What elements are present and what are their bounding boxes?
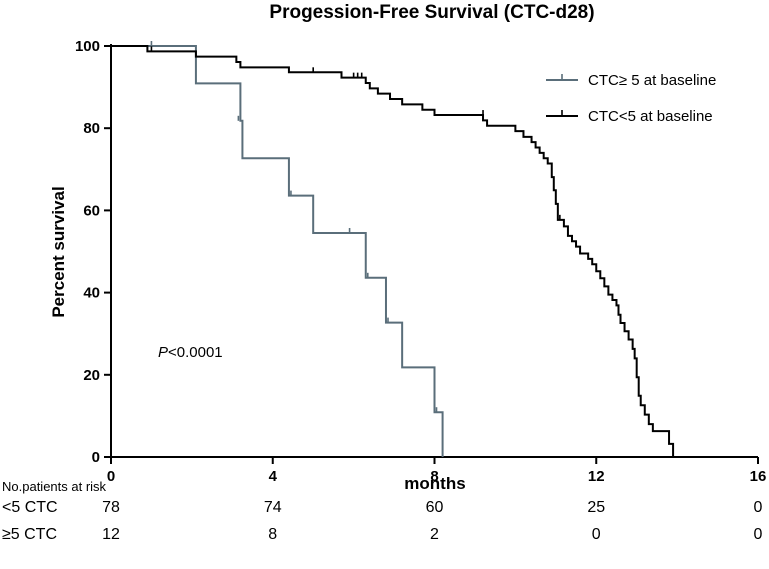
risk-count: 74 [264, 499, 282, 516]
y-tick-label: 100 [75, 38, 100, 55]
risk-row-label: ≥5 CTC [2, 526, 57, 543]
chart-title: Progession-Free Survival (CTC-d28) [269, 2, 594, 23]
risk-count: 0 [754, 526, 763, 543]
x-tick-label: 8 [430, 468, 438, 485]
risk-table-header: No.patients at risk [2, 479, 107, 494]
risk-count: 8 [268, 526, 277, 543]
x-tick-label: 16 [750, 468, 767, 485]
risk-count: 0 [592, 526, 601, 543]
x-tick-label: 4 [269, 468, 278, 485]
x-tick-label: 12 [588, 468, 605, 485]
y-axis-title: Percent survival [49, 186, 68, 317]
y-tick-label: 20 [83, 367, 100, 384]
legend-label-1: CTC≥ 5 at baseline [588, 72, 716, 89]
series-1-curve [111, 45, 444, 457]
risk-table: <5 CTC 78 74 60 25 0 ≥5 CTC 12 8 2 0 0 [2, 499, 763, 543]
axis-ticks: 0 20 40 60 80 100 0 4 8 12 16 [75, 38, 766, 485]
p-value-text: <0.0001 [168, 344, 223, 361]
y-tick-label: 40 [83, 285, 100, 302]
survival-curves [111, 41, 675, 457]
y-tick-label: 80 [83, 120, 100, 137]
risk-row-label: <5 CTC [2, 499, 58, 516]
y-tick-label: 0 [92, 449, 100, 466]
risk-count: 60 [426, 499, 444, 516]
risk-count: 12 [102, 526, 120, 543]
risk-count: 2 [430, 526, 439, 543]
risk-count: 0 [754, 499, 763, 516]
risk-count: 25 [587, 499, 605, 516]
legend: CTC≥ 5 at baseline CTC<5 at baseline [546, 72, 716, 125]
p-value-italic: P [158, 344, 168, 361]
y-tick-label: 60 [83, 202, 100, 219]
x-tick-label: 0 [107, 468, 115, 485]
x-axis-title: months [404, 474, 465, 493]
legend-label-2: CTC<5 at baseline [588, 108, 713, 125]
p-value-annotation: P<0.0001 [158, 344, 223, 361]
series-2-curve [111, 45, 675, 457]
risk-count: 78 [102, 499, 120, 516]
